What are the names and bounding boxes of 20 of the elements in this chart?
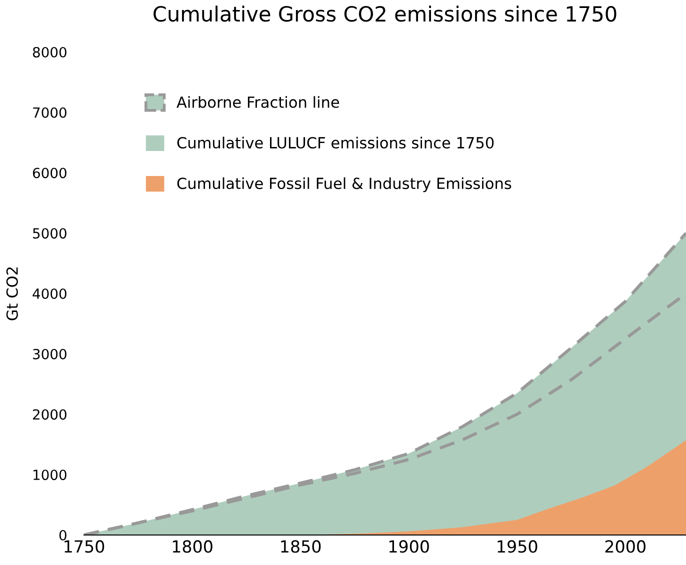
x-tick-label: 1950: [498, 540, 538, 553]
legend-label: Airborne Fraction line: [176, 96, 340, 108]
y-axis-title: Gt CO2: [6, 267, 18, 320]
x-tick-label: 2000: [605, 540, 646, 553]
y-tick-label: 8000: [32, 46, 66, 58]
y-tick-label: 0: [59, 530, 66, 540]
legend-label: Cumulative LULUCF emissions since 1750: [177, 136, 494, 149]
x-tick-label: 1900: [389, 540, 429, 553]
y-tick-label: 5000: [33, 228, 66, 239]
chart-title: Cumulative Gross CO2 emissions since 1750: [154, 6, 616, 22]
x-tick-label: 1850: [281, 540, 321, 553]
y-tick-label: 1000: [34, 470, 66, 480]
x-tick-label: 1750: [64, 540, 104, 553]
y-tick-label: 2000: [33, 409, 66, 420]
x-tick-label: 1800: [172, 540, 212, 553]
y-tick-label: 3000: [33, 348, 66, 360]
y-tick-label: 7000: [33, 107, 66, 118]
legend-label: Cumulative Fossil Fuel & Industry Emissions: [177, 177, 512, 192]
y-tick-label: 6000: [32, 168, 66, 178]
y-tick-label: 4000: [32, 288, 66, 299]
